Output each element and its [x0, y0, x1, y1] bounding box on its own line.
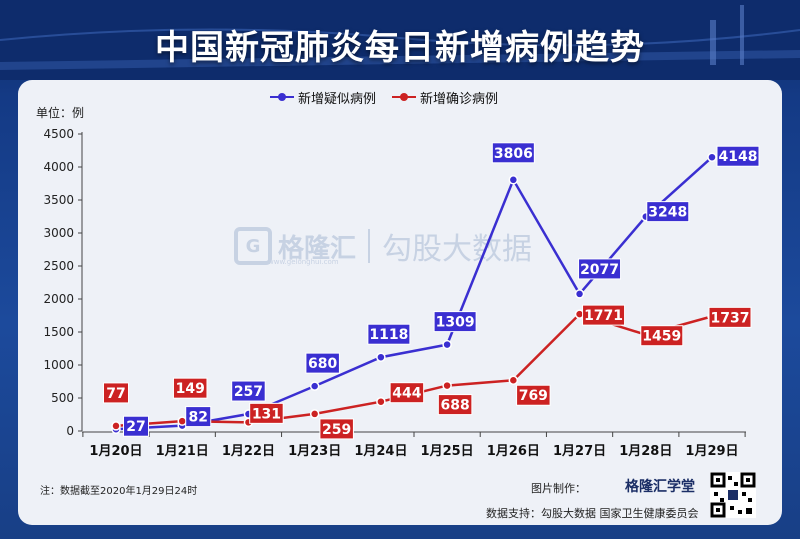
legend-swatch-suspected — [270, 92, 294, 102]
x-tick-label: 1月29日 — [685, 444, 738, 459]
chart-title: 中国新冠肺炎每日新增病例趋势 — [155, 28, 645, 68]
x-tick-label: 1月22日 — [222, 444, 275, 459]
y-tick-label: 3000 — [43, 226, 74, 240]
data-point-suspected — [309, 381, 320, 391]
qr-code-icon — [710, 472, 756, 518]
x-tick-label: 1月23日 — [288, 444, 341, 459]
legend-label-confirmed: 新增确诊病例 — [420, 91, 499, 107]
data-label-confirmed: 1737 — [711, 310, 750, 326]
data-label-suspected: 1309 — [436, 315, 475, 331]
data-label-suspected: 257 — [234, 384, 263, 400]
data-point-confirmed — [309, 409, 320, 419]
data-label-box-suspected — [123, 415, 149, 437]
data-label-box-suspected — [716, 145, 760, 167]
y-tick-label: 4500 — [43, 127, 74, 141]
y-tick-label: 2000 — [43, 292, 74, 306]
data-point-confirmed — [111, 421, 121, 431]
data-label-box-confirmed — [249, 402, 284, 424]
watermark-second: 勾股大数据 — [382, 232, 533, 267]
data-label-suspected: 1118 — [369, 327, 408, 343]
data-label-confirmed: 688 — [440, 398, 469, 414]
data-label-box-suspected — [231, 380, 266, 402]
data-label-suspected: 680 — [308, 356, 337, 372]
brand-logo: 格隆汇学堂 — [625, 479, 695, 495]
data-label-confirmed: 131 — [252, 406, 281, 422]
y-tick-label: 500 — [51, 391, 74, 405]
footnote: 注：数据截至2020年1月29日24时 — [40, 486, 198, 497]
data-label-suspected: 82 — [188, 410, 207, 426]
data-label-box-suspected — [367, 323, 411, 345]
data-label-confirmed: 1459 — [642, 329, 681, 345]
legend-swatch-confirmed — [392, 92, 417, 102]
data-label-box-suspected — [491, 142, 535, 164]
chart-panel — [18, 80, 782, 525]
data-label-box-confirmed — [103, 382, 129, 404]
data-label-confirmed: 259 — [322, 422, 351, 438]
x-tick-label: 1月27日 — [553, 444, 606, 459]
data-label-box-suspected — [646, 201, 690, 223]
data-label-box-suspected — [305, 352, 340, 374]
series-line-suspected — [115, 156, 713, 431]
x-tick-label: 1月28日 — [619, 444, 672, 459]
y-tick-label: 0 — [66, 424, 74, 438]
legend: 新增疑似病例 新增确诊病例 — [270, 87, 514, 107]
data-label-box-suspected — [433, 311, 477, 333]
data-label-box-confirmed — [437, 394, 473, 416]
y-tick-label: 2500 — [43, 259, 74, 273]
data-label-suspected: 3806 — [494, 146, 533, 162]
watermark-url: www.gelonghui.com — [268, 258, 339, 266]
data-label-box-confirmed — [172, 377, 208, 399]
data-label-suspected: 4148 — [719, 149, 758, 165]
data-label-box-suspected — [185, 406, 212, 428]
data-label-suspected: 27 — [126, 419, 145, 435]
data-label-suspected: 2077 — [580, 262, 619, 278]
data-label-confirmed: 77 — [106, 386, 125, 402]
y-tick-label: 1000 — [43, 358, 74, 372]
legend-label-suspected: 新增疑似病例 — [298, 91, 377, 107]
data-label-box-confirmed — [516, 384, 551, 406]
data-point-confirmed — [508, 375, 519, 385]
data-label-box-suspected — [578, 258, 622, 280]
data-point-suspected — [508, 175, 519, 185]
y-tick-label: 1500 — [43, 325, 74, 339]
x-tick-label: 1月24日 — [354, 444, 407, 459]
x-tick-label: 1月25日 — [421, 444, 474, 459]
bridge-skyline-background — [0, 0, 800, 80]
x-tick-label: 1月20日 — [89, 444, 142, 459]
data-label-suspected: 3248 — [648, 205, 687, 221]
data-point-confirmed — [442, 380, 452, 391]
data-point-confirmed — [177, 416, 187, 426]
data-label-confirmed: 149 — [176, 381, 205, 397]
data-label-confirmed: 769 — [519, 388, 548, 404]
data-point-suspected — [574, 289, 585, 299]
watermark-separator — [368, 229, 371, 263]
data-label-confirmed: 1771 — [584, 308, 623, 324]
data-label-box-confirmed — [389, 382, 425, 404]
data-point-confirmed — [376, 396, 386, 407]
data-point-suspected — [707, 152, 717, 162]
data-label-box-confirmed — [640, 325, 684, 347]
credit-label: 图片制作： — [531, 482, 586, 495]
data-label-box-confirmed — [582, 304, 626, 326]
x-tick-label: 1月26日 — [487, 444, 540, 459]
y-tick-label: 4000 — [43, 160, 74, 174]
data-point-suspected — [442, 339, 452, 350]
y-axis-unit: 单位：例 — [36, 106, 85, 120]
watermark-logo-icon: G — [234, 227, 272, 265]
data-point-suspected — [376, 352, 386, 362]
data-source: 数据支持：勾股大数据 国家卫生健康委员会 — [486, 507, 699, 520]
data-label-confirmed: 444 — [392, 386, 421, 402]
watermark: G 格隆汇 www.gelonghui.com 勾股大数据 — [234, 224, 532, 268]
data-label-box-confirmed — [319, 418, 354, 440]
data-label-box-confirmed — [708, 306, 752, 328]
y-tick-label: 3500 — [43, 193, 74, 207]
watermark-name: 格隆汇 — [278, 233, 357, 264]
legend-item-confirmed: 新增确诊病例 — [392, 88, 498, 107]
x-tick-label: 1月21日 — [156, 444, 209, 459]
legend-item-suspected: 新增疑似病例 — [270, 88, 376, 107]
